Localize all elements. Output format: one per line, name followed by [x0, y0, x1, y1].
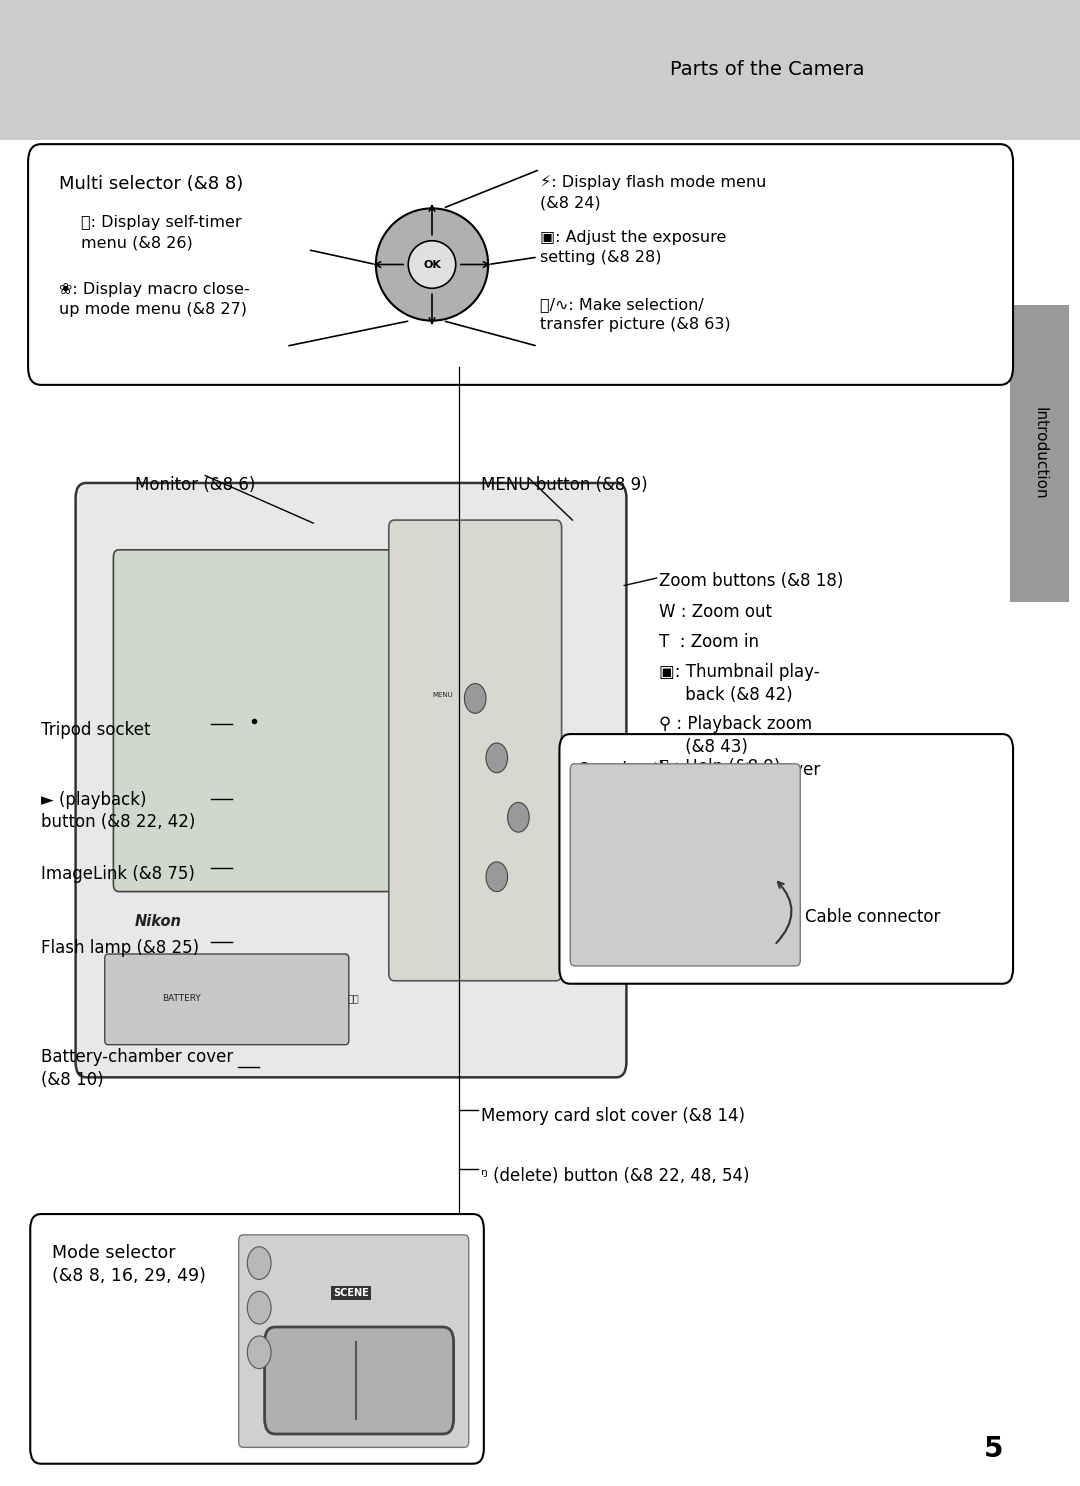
Text: Zoom buttons (&8 18): Zoom buttons (&8 18)	[659, 572, 843, 590]
Text: ❓ : Help (&8 9): ❓ : Help (&8 9)	[659, 758, 780, 776]
Ellipse shape	[376, 208, 488, 321]
FancyBboxPatch shape	[105, 954, 349, 1045]
Circle shape	[464, 684, 486, 713]
Text: Cable connector: Cable connector	[805, 908, 940, 926]
FancyBboxPatch shape	[570, 764, 800, 966]
FancyBboxPatch shape	[265, 1327, 454, 1434]
FancyBboxPatch shape	[113, 550, 394, 892]
Circle shape	[486, 743, 508, 773]
Circle shape	[508, 802, 529, 832]
Text: MENU button (&8 9): MENU button (&8 9)	[481, 476, 647, 493]
Text: ❀: Display macro close-
up mode menu (&8 27): ❀: Display macro close- up mode menu (&8…	[59, 282, 251, 317]
Text: T  : Zoom in: T : Zoom in	[659, 633, 759, 651]
Text: Opening the connector cover: Opening the connector cover	[578, 761, 820, 779]
Text: ⌛: Display self-timer
menu (&8 26): ⌛: Display self-timer menu (&8 26)	[81, 215, 242, 250]
Text: ▣: Thumbnail play-
     back (&8 42): ▣: Thumbnail play- back (&8 42)	[659, 663, 820, 704]
FancyBboxPatch shape	[559, 734, 1013, 984]
FancyBboxPatch shape	[30, 1214, 484, 1464]
Text: ⌂ • • • ♀: ⌂ • • • ♀	[329, 1333, 373, 1342]
Text: SCENE: SCENE	[333, 1288, 369, 1297]
Text: Mode selector
(&8 8, 16, 29, 49): Mode selector (&8 8, 16, 29, 49)	[52, 1244, 205, 1285]
Text: ImageLink (&8 75): ImageLink (&8 75)	[41, 865, 194, 883]
Text: Memory card slot cover (&8 14): Memory card slot cover (&8 14)	[481, 1107, 744, 1125]
Text: ᵑ (delete) button (&8 22, 48, 54): ᵑ (delete) button (&8 22, 48, 54)	[481, 1167, 750, 1184]
Text: Tripod socket: Tripod socket	[41, 721, 150, 739]
Ellipse shape	[408, 241, 456, 288]
FancyBboxPatch shape	[1010, 305, 1069, 602]
Text: ⚡: Display flash mode menu
(&8 24): ⚡: Display flash mode menu (&8 24)	[540, 175, 767, 210]
FancyBboxPatch shape	[28, 144, 1013, 385]
Text: W : Zoom out: W : Zoom out	[659, 603, 772, 621]
Text: ⚲ : Playback zoom
     (&8 43): ⚲ : Playback zoom (&8 43)	[659, 715, 812, 756]
FancyBboxPatch shape	[389, 520, 562, 981]
Circle shape	[486, 862, 508, 892]
Text: Ⓞ/∿: Make selection/
transfer picture (&8 63): Ⓞ/∿: Make selection/ transfer picture (&…	[540, 297, 731, 331]
Text: Monitor (&8 6): Monitor (&8 6)	[135, 476, 255, 493]
Text: Parts of the Camera: Parts of the Camera	[670, 61, 864, 79]
Text: ▣: Adjust the exposure
setting (&8 28): ▣: Adjust the exposure setting (&8 28)	[540, 230, 727, 265]
FancyBboxPatch shape	[0, 0, 1080, 140]
Text: Connector cover
(&8 62, 65, 68): Connector cover (&8 62, 65, 68)	[659, 810, 796, 851]
Text: MENU: MENU	[432, 692, 453, 698]
FancyBboxPatch shape	[76, 483, 626, 1077]
Text: BATTERY: BATTERY	[162, 994, 201, 1003]
Text: ⒸⒺ: ⒸⒺ	[348, 994, 359, 1003]
Text: OK: OK	[423, 260, 441, 269]
Text: Flash lamp (&8 25): Flash lamp (&8 25)	[41, 939, 199, 957]
Text: Nikon: Nikon	[135, 914, 181, 929]
Text: ► (playback)
button (&8 22, 42): ► (playback) button (&8 22, 42)	[41, 791, 195, 832]
Text: Multi selector (&8 8): Multi selector (&8 8)	[59, 175, 244, 193]
Circle shape	[247, 1336, 271, 1369]
FancyBboxPatch shape	[239, 1235, 469, 1447]
Circle shape	[247, 1247, 271, 1279]
Circle shape	[247, 1291, 271, 1324]
Text: 5: 5	[984, 1435, 1003, 1462]
Text: Battery-chamber cover
(&8 10): Battery-chamber cover (&8 10)	[41, 1048, 233, 1089]
Text: Introduction: Introduction	[1032, 407, 1048, 499]
